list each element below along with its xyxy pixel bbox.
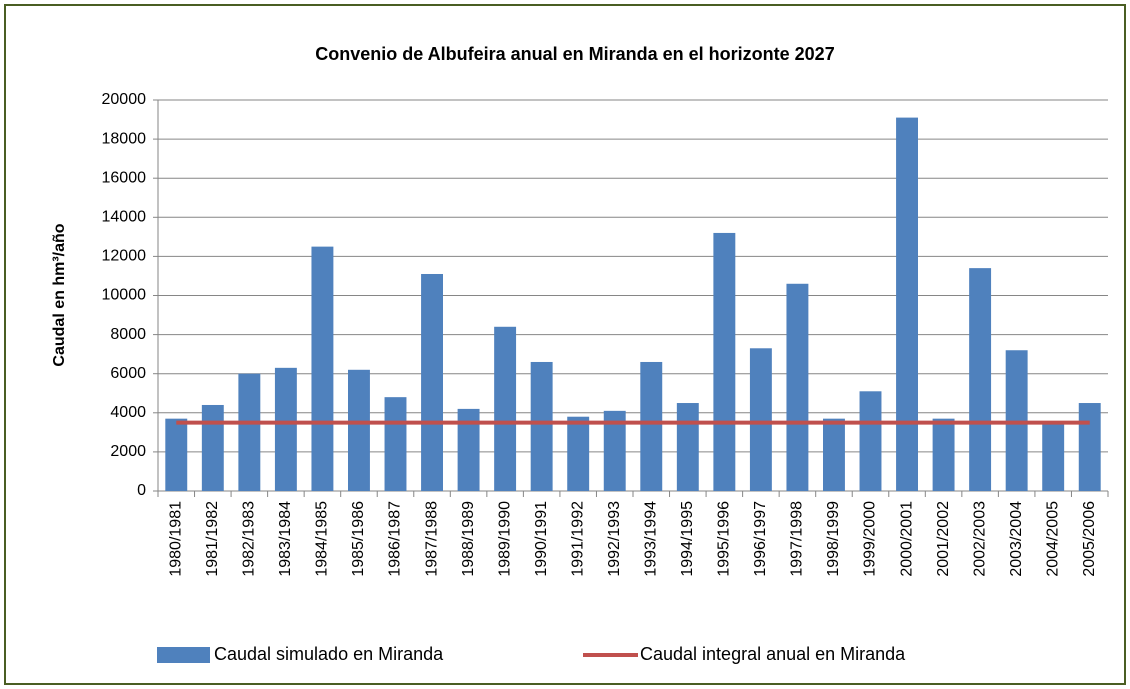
x-tick-label: 1985/1986 xyxy=(350,501,367,577)
x-tick-label: 1993/1994 xyxy=(642,501,659,577)
bar xyxy=(457,408,480,491)
x-tick-label: 1982/1983 xyxy=(241,501,258,577)
bar xyxy=(165,418,188,491)
x-tick-label: 1994/1995 xyxy=(679,501,696,577)
x-tick-label: 1987/1988 xyxy=(423,501,440,577)
y-tick-label: 0 xyxy=(137,482,146,499)
y-axis-label: Caudal en hm³/año xyxy=(51,223,68,366)
x-tick-label: 1984/1985 xyxy=(314,501,331,577)
x-tick-label: 1988/1989 xyxy=(460,501,477,577)
y-tick-label: 14000 xyxy=(102,209,147,226)
x-tick-label: 1989/1990 xyxy=(496,501,513,577)
bar xyxy=(494,326,517,491)
bar xyxy=(384,397,407,491)
bar xyxy=(1042,422,1065,491)
bar xyxy=(713,232,736,491)
x-tick-label: 1997/1998 xyxy=(789,501,806,577)
bar xyxy=(1078,403,1101,491)
legend-swatch xyxy=(157,647,210,663)
y-tick-label: 16000 xyxy=(102,169,147,186)
bar xyxy=(823,418,845,491)
chart-title: Convenio de Albufeira anual en Miranda e… xyxy=(315,44,834,64)
bar xyxy=(969,268,992,491)
bar xyxy=(530,361,553,491)
bar xyxy=(274,367,297,491)
x-tick-label: 1998/1999 xyxy=(825,501,842,577)
x-tick-label: 1995/1996 xyxy=(716,501,733,577)
y-tick-label: 6000 xyxy=(110,365,146,382)
x-tick-label: 1986/1987 xyxy=(387,501,404,577)
x-tick-label: 2000/2001 xyxy=(898,501,915,577)
y-tick-label: 12000 xyxy=(102,248,147,265)
x-tick-label: 2003/2004 xyxy=(1008,501,1025,577)
y-tick-label: 2000 xyxy=(110,443,146,460)
x-tick-label: 2004/2005 xyxy=(1044,501,1061,577)
bar xyxy=(749,348,772,491)
legend-label: Caudal integral anual en Miranda xyxy=(640,644,906,664)
chart-border xyxy=(4,4,1126,685)
x-tick-label: 2005/2006 xyxy=(1081,501,1098,577)
x-tick-label: 1980/1981 xyxy=(167,501,184,577)
x-tick-label: 2002/2003 xyxy=(971,501,988,577)
y-tick-label: 20000 xyxy=(102,91,147,108)
x-tick-label: 1992/1993 xyxy=(606,501,623,577)
legend-label: Caudal simulado en Miranda xyxy=(214,644,444,664)
bar xyxy=(932,418,955,491)
x-tick-label: 1996/1997 xyxy=(752,501,769,577)
x-tick-label: 1991/1992 xyxy=(569,501,586,577)
bar xyxy=(311,246,334,491)
bar xyxy=(201,404,224,491)
x-tick-label: 1990/1991 xyxy=(533,501,550,577)
bar xyxy=(896,117,918,491)
bar xyxy=(238,373,261,491)
x-tick-label: 1981/1982 xyxy=(204,501,221,577)
x-tick-label: 2001/2002 xyxy=(935,501,952,577)
bar xyxy=(859,391,882,491)
y-tick-label: 18000 xyxy=(102,130,147,147)
y-tick-label: 8000 xyxy=(110,326,146,343)
y-tick-label: 4000 xyxy=(110,404,146,421)
bar xyxy=(676,403,699,491)
bar xyxy=(603,410,626,491)
x-tick-label: 1983/1984 xyxy=(277,501,294,577)
bar xyxy=(348,369,370,491)
bar xyxy=(640,361,663,491)
y-tick-label: 10000 xyxy=(102,287,147,304)
bar xyxy=(567,416,590,491)
bar xyxy=(786,283,809,491)
x-tick-label: 1999/2000 xyxy=(862,501,879,577)
bar xyxy=(421,273,443,491)
